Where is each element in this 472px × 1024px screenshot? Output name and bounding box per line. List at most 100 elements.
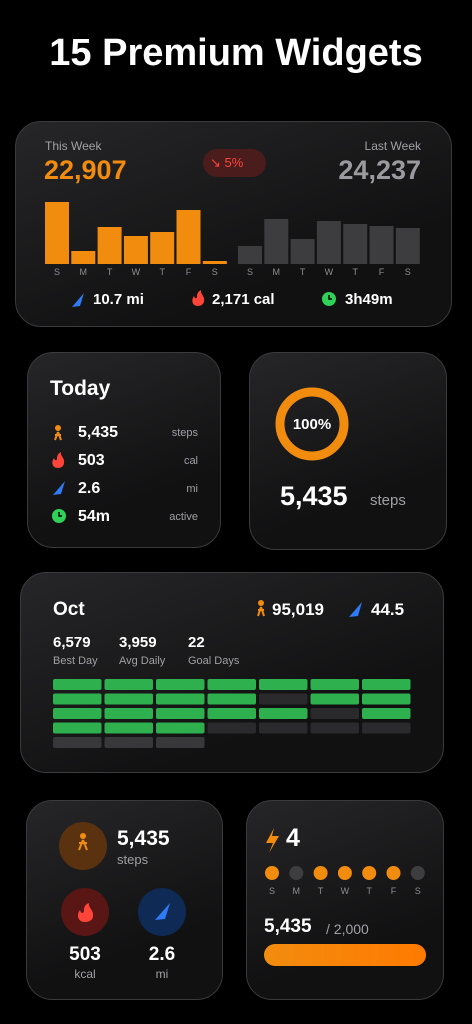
day-label: W (132, 267, 141, 277)
card-title: Oct (53, 599, 85, 620)
day-label: T (300, 267, 306, 277)
bar (71, 251, 96, 264)
calendar-cell (207, 693, 256, 705)
steps: 5,435 (280, 481, 348, 511)
day-dot (410, 866, 425, 880)
day-label: F (186, 267, 192, 277)
bar (395, 228, 420, 264)
day-label: S (415, 886, 421, 896)
page-title: 15 Premium Widgets (49, 32, 423, 74)
day-label: T (107, 267, 113, 277)
calendar-cell (53, 679, 102, 690)
bar (176, 210, 201, 264)
calendar-cell (362, 708, 411, 719)
day-label: F (379, 267, 385, 277)
unit: steps (171, 427, 198, 439)
unit: cal (183, 455, 198, 467)
steps: 95,019 (272, 600, 324, 619)
bar (343, 224, 368, 264)
day-dot (313, 866, 328, 880)
stat-value: 6,579 (53, 634, 91, 651)
unit: mi (186, 483, 198, 495)
label: Last Week (364, 139, 421, 153)
day-label: M (293, 886, 301, 896)
ring-label: 100% (292, 416, 332, 433)
calendar-cell (156, 722, 205, 734)
day-label: W (325, 267, 334, 277)
day-label: S (212, 267, 218, 277)
calendar-cell (53, 722, 102, 734)
day-label: S (269, 886, 275, 896)
calendar-cell (104, 693, 153, 705)
ring-card (249, 352, 447, 550)
day-label: S (247, 267, 253, 277)
day-label: F (391, 886, 397, 896)
value: 2.6 (78, 480, 101, 497)
goal: / 2,000 (326, 921, 369, 937)
stat-label: Best Day (53, 655, 98, 667)
value: 5,435 (78, 424, 119, 441)
calendar-cell (310, 722, 359, 734)
stat: 3h49m (345, 291, 393, 308)
day-label: M (273, 267, 281, 277)
calendar-cell (53, 708, 102, 719)
day-dot (386, 866, 401, 880)
calendar-cell (362, 679, 411, 690)
value: 5,435 (264, 916, 312, 937)
value: 24,237 (338, 155, 421, 185)
stat: 2,171 cal (212, 291, 275, 308)
day-label: W (341, 886, 350, 896)
day-label: S (54, 267, 60, 277)
unit: active (169, 511, 198, 523)
bar (150, 232, 175, 264)
kcal: 503 (69, 944, 101, 965)
icons (52, 149, 362, 936)
day-dot (362, 866, 377, 880)
ring-progress (275, 387, 349, 461)
card-title: Today (50, 377, 111, 400)
stat-value: 3,959 (119, 634, 157, 651)
stat: 10.7 mi (93, 291, 144, 308)
day-label: T (318, 886, 324, 896)
calendar-cell (310, 708, 359, 719)
calendar-cell (207, 708, 256, 719)
bar (369, 226, 394, 264)
bar (202, 261, 227, 264)
calendar-cell (362, 693, 411, 705)
calendar-cell (207, 679, 256, 690)
distance: 44.5 (371, 600, 405, 619)
day-dot (337, 866, 352, 880)
unit: kcal (74, 967, 96, 981)
day-label: M (80, 267, 88, 277)
streak-card (246, 800, 444, 1000)
value: 503 (78, 452, 105, 469)
calendar-cell (104, 737, 153, 748)
unit: steps (370, 492, 406, 509)
calendar-cell (156, 737, 205, 748)
day-label: T (352, 267, 358, 277)
progress-bar (264, 944, 426, 966)
unit: steps (117, 852, 149, 867)
calendar-cell (104, 722, 153, 734)
day-label: S (405, 267, 411, 277)
bar (316, 221, 341, 264)
bar (264, 219, 289, 264)
bar (290, 239, 315, 264)
summary-card (26, 800, 223, 1000)
day-label: T (366, 886, 372, 896)
calendar-cell (207, 722, 256, 734)
day-dot (265, 866, 279, 880)
calendar-cell (104, 708, 153, 719)
calendar-cell (53, 737, 102, 748)
day-label: T (159, 267, 165, 277)
label: This Week (45, 139, 102, 153)
day-dot (289, 866, 304, 880)
stat-value: 22 (188, 634, 205, 651)
calendar-cell (104, 679, 153, 690)
value: 22,907 (44, 155, 127, 185)
stat-label: Avg Daily (119, 655, 166, 667)
streak-count: 4 (286, 824, 300, 852)
bar (123, 236, 148, 264)
